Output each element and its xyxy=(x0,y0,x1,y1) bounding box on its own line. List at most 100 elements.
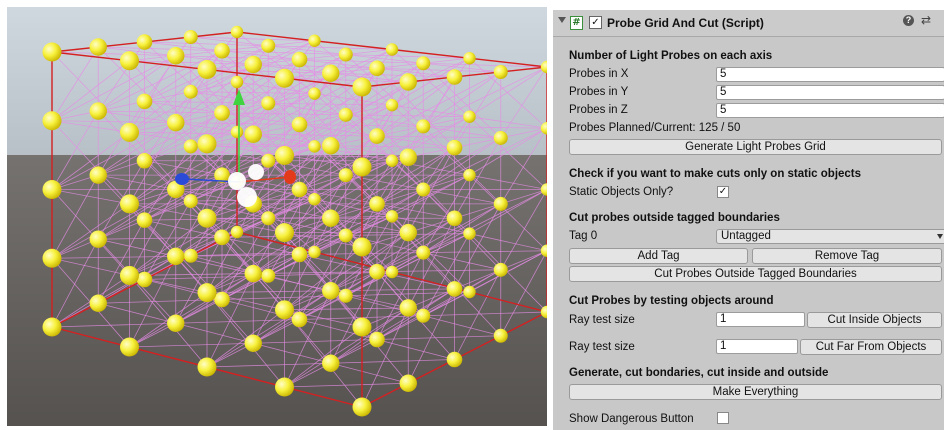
light-probe[interactable] xyxy=(291,51,308,68)
light-probe[interactable] xyxy=(369,331,385,348)
light-probe[interactable] xyxy=(275,145,294,165)
light-probe[interactable] xyxy=(214,42,230,59)
light-probe[interactable] xyxy=(197,134,217,154)
light-probe[interactable] xyxy=(369,263,385,280)
light-probe[interactable] xyxy=(399,299,417,317)
light-probe[interactable] xyxy=(416,182,431,197)
light-probe[interactable] xyxy=(275,377,294,397)
light-probe[interactable] xyxy=(463,110,476,123)
light-probe[interactable] xyxy=(446,281,463,297)
light-probe[interactable] xyxy=(352,397,372,417)
light-probe[interactable] xyxy=(89,38,107,56)
component-enabled-checkbox[interactable]: ✓ xyxy=(589,16,602,29)
light-probe[interactable] xyxy=(493,65,508,79)
generate-grid-button[interactable]: Generate Light Probes Grid xyxy=(569,139,942,155)
light-probe[interactable] xyxy=(540,122,547,135)
light-probe[interactable] xyxy=(369,128,385,144)
light-probe[interactable] xyxy=(416,245,431,260)
light-probe[interactable] xyxy=(385,43,399,56)
light-probe[interactable] xyxy=(322,282,340,300)
light-probe[interactable] xyxy=(352,317,372,337)
light-probe[interactable] xyxy=(416,56,431,71)
light-probe[interactable] xyxy=(338,228,353,243)
light-probe[interactable] xyxy=(540,183,547,196)
light-probe[interactable] xyxy=(338,107,353,122)
ray-size-input-1[interactable]: 1 xyxy=(716,312,805,327)
light-probe[interactable] xyxy=(197,283,217,303)
light-probe[interactable] xyxy=(399,374,417,392)
light-probe[interactable] xyxy=(275,68,294,88)
light-probe[interactable] xyxy=(308,140,321,153)
light-probe[interactable] xyxy=(463,285,476,299)
light-probe[interactable] xyxy=(261,211,276,226)
light-probe[interactable] xyxy=(167,113,185,132)
static-only-checkbox[interactable]: ✓ xyxy=(717,186,729,198)
light-probe[interactable] xyxy=(167,180,185,199)
light-probe[interactable] xyxy=(308,87,321,100)
light-probe[interactable] xyxy=(136,271,153,288)
light-probe[interactable] xyxy=(385,154,399,167)
light-probe[interactable] xyxy=(136,152,153,169)
light-probe[interactable] xyxy=(446,69,463,85)
cut-far-from-objects-button[interactable]: Cut Far From Objects xyxy=(800,339,942,355)
light-probe[interactable] xyxy=(230,75,244,89)
light-probe[interactable] xyxy=(493,328,508,343)
help-icon[interactable]: ? xyxy=(903,15,914,26)
light-probe[interactable] xyxy=(275,300,294,320)
transform-gizmo[interactable] xyxy=(175,89,296,207)
light-probe[interactable] xyxy=(261,268,276,283)
light-probe[interactable] xyxy=(42,248,62,268)
light-probe[interactable] xyxy=(338,47,353,62)
light-probe[interactable] xyxy=(291,311,308,328)
light-probe[interactable] xyxy=(322,137,340,155)
light-probe[interactable] xyxy=(493,130,508,145)
light-probe[interactable] xyxy=(136,212,153,228)
light-probe[interactable] xyxy=(540,305,547,319)
light-probe[interactable] xyxy=(120,194,139,214)
light-probe[interactable] xyxy=(244,55,262,74)
light-probe[interactable] xyxy=(369,60,385,77)
light-probe[interactable] xyxy=(214,229,230,246)
light-probe[interactable] xyxy=(167,314,185,332)
settings-icon[interactable]: ⇄ xyxy=(921,13,932,27)
light-probe[interactable] xyxy=(136,34,153,50)
tag-0-dropdown[interactable]: Untagged xyxy=(716,229,944,244)
light-probe[interactable] xyxy=(244,125,262,143)
light-probe[interactable] xyxy=(214,291,230,308)
probes-x-input[interactable]: 5 xyxy=(716,67,944,82)
light-probe[interactable] xyxy=(230,25,244,39)
light-probe[interactable] xyxy=(136,93,153,110)
light-probe[interactable] xyxy=(352,157,372,177)
light-probe[interactable] xyxy=(352,237,372,257)
light-probe[interactable] xyxy=(399,148,417,167)
light-probe[interactable] xyxy=(214,105,230,121)
light-probe[interactable] xyxy=(183,248,198,263)
light-probe[interactable] xyxy=(230,225,244,239)
light-probe[interactable] xyxy=(42,42,62,62)
light-probe[interactable] xyxy=(42,111,62,131)
light-probe[interactable] xyxy=(183,139,198,154)
light-probe[interactable] xyxy=(540,60,547,74)
cut-outside-tagged-button[interactable]: Cut Probes Outside Tagged Boundaries xyxy=(569,266,942,282)
light-probe[interactable] xyxy=(338,288,353,303)
remove-tag-button[interactable]: Remove Tag xyxy=(752,248,942,264)
light-probe[interactable] xyxy=(197,208,217,228)
light-probe[interactable] xyxy=(446,139,463,156)
light-probe[interactable] xyxy=(493,262,508,277)
light-probe[interactable] xyxy=(322,209,340,227)
light-probe[interactable] xyxy=(275,223,294,243)
light-probe[interactable] xyxy=(416,308,431,323)
light-probe[interactable] xyxy=(183,30,198,44)
light-probe[interactable] xyxy=(89,102,107,120)
light-probe[interactable] xyxy=(42,317,62,337)
light-probe[interactable] xyxy=(540,244,547,257)
light-probe[interactable] xyxy=(385,98,399,112)
light-probe[interactable] xyxy=(183,194,198,209)
light-probe[interactable] xyxy=(463,227,476,240)
light-probe[interactable] xyxy=(308,245,321,259)
light-probe[interactable] xyxy=(385,265,399,279)
light-probe[interactable] xyxy=(399,223,417,242)
light-probe[interactable] xyxy=(244,334,262,352)
light-probe[interactable] xyxy=(291,116,308,133)
light-probe[interactable] xyxy=(261,153,276,168)
